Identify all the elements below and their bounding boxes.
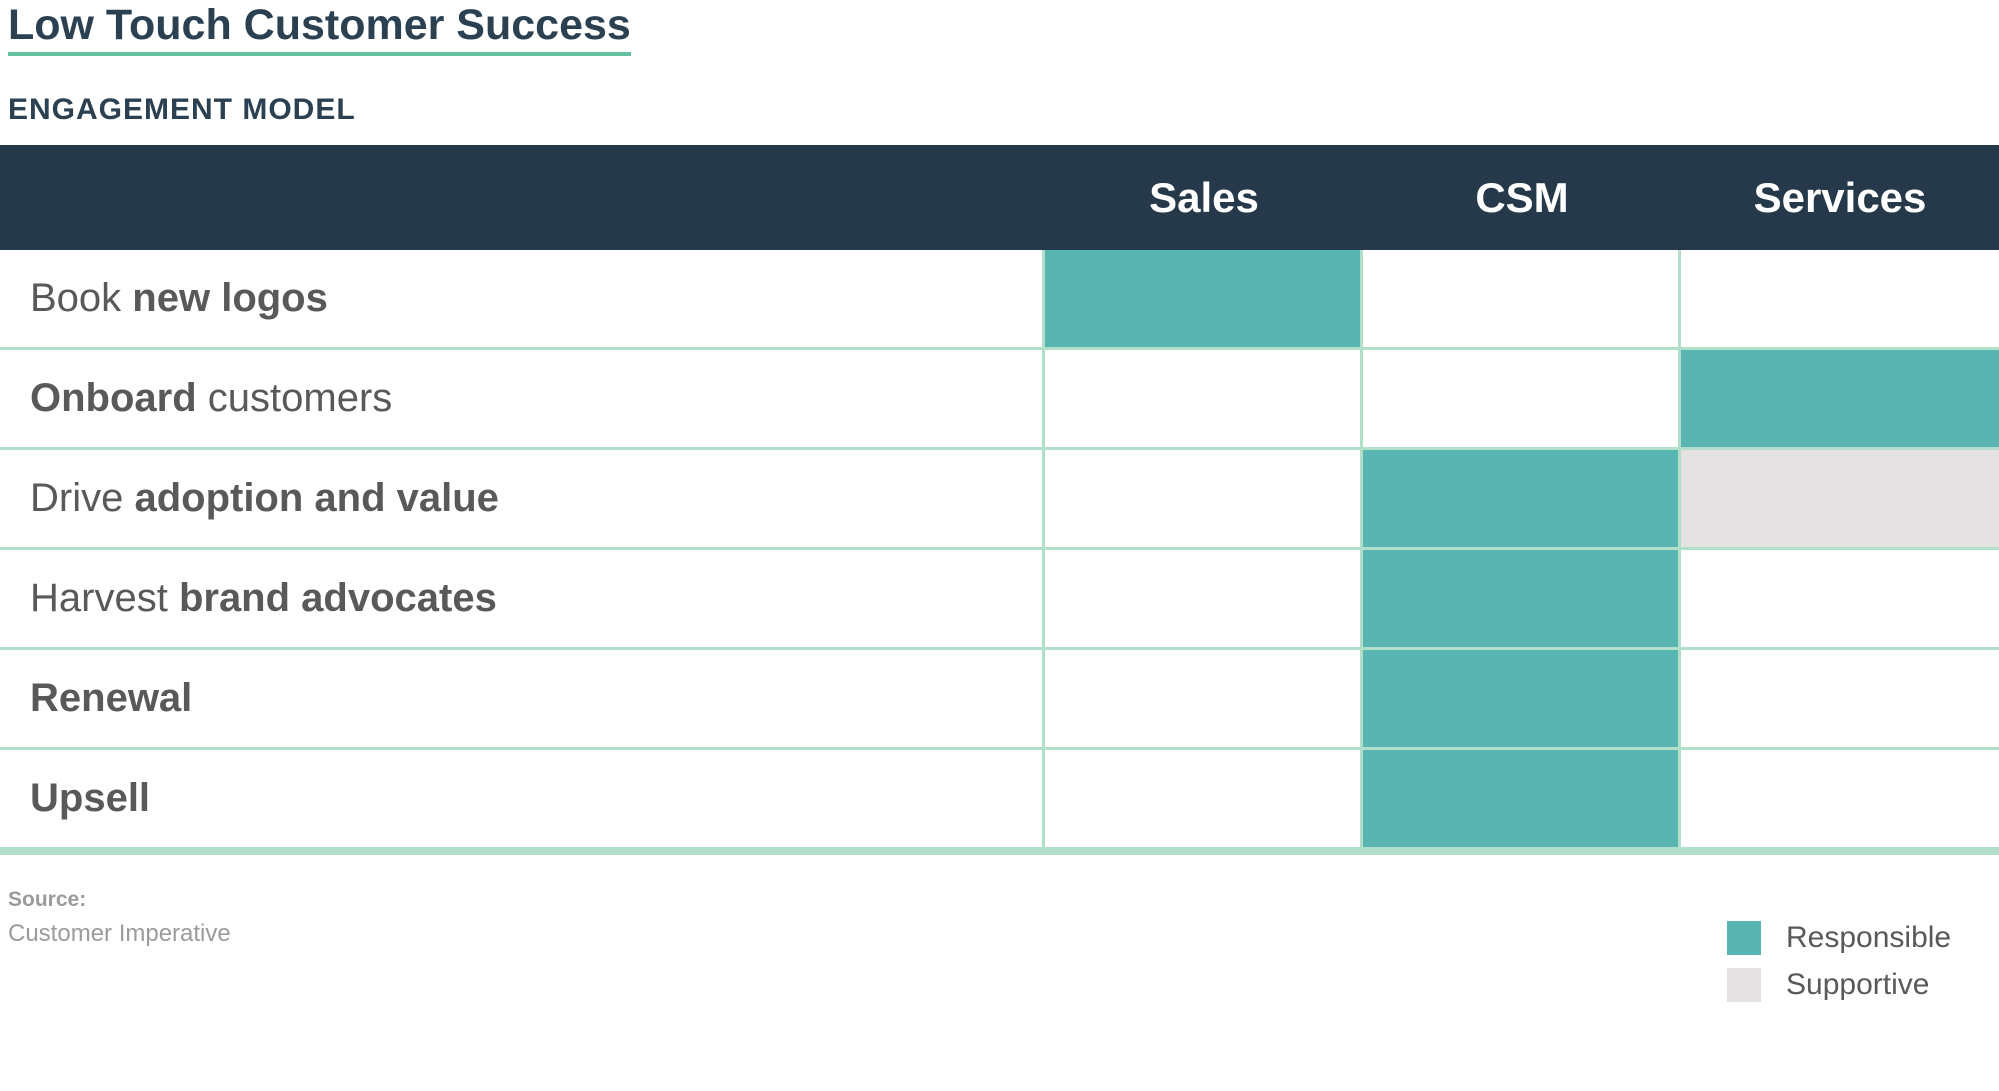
legend-label: Responsible xyxy=(1786,921,1952,954)
engagement-matrix: Sales CSM Services Book new logos Onboar… xyxy=(0,145,1999,855)
matrix-cell xyxy=(1681,750,1999,847)
source-value: Customer Imperative xyxy=(8,920,231,947)
legend-label: Supportive xyxy=(1786,968,1930,1001)
page-title: Low Touch Customer Success xyxy=(8,4,631,56)
row-label-part: adoption and value xyxy=(134,476,499,520)
row-label-harvest-brand-advocates: Harvest brand advocates xyxy=(0,550,1042,647)
row-label-part: Upsell xyxy=(30,776,151,820)
legend: Responsible Supportive xyxy=(1727,921,1951,1002)
matrix-cell xyxy=(1045,450,1360,547)
matrix-cell xyxy=(1045,750,1360,847)
row-label-part: new logos xyxy=(132,276,328,320)
row-label-part: Drive xyxy=(30,476,135,520)
matrix-cell xyxy=(1363,250,1678,347)
matrix-cell xyxy=(1363,650,1678,747)
row-label-part: Onboard xyxy=(30,376,197,420)
matrix-cell xyxy=(1681,650,1999,747)
row-label-part: Renewal xyxy=(30,676,193,720)
row-label-part: Book xyxy=(30,276,133,320)
matrix-cell xyxy=(1045,550,1360,647)
column-header-services: Services xyxy=(1753,173,1927,221)
matrix-bottom-border xyxy=(0,847,1999,855)
matrix-cell xyxy=(1363,450,1678,547)
source-label: Source: xyxy=(8,888,87,911)
matrix-cell xyxy=(1363,750,1678,847)
supportive-swatch-icon xyxy=(1727,968,1761,1002)
matrix-cell xyxy=(1681,450,1999,547)
matrix-cell xyxy=(1363,550,1678,647)
row-label-part: Harvest xyxy=(30,576,179,620)
row-label-part: brand advocates xyxy=(178,576,497,620)
matrix-header-row: Sales CSM Services xyxy=(0,145,1999,250)
source-note: Source: Customer Imperative xyxy=(8,888,231,948)
matrix-cell xyxy=(1681,350,1999,447)
legend-item-responsible: Responsible xyxy=(1727,921,1951,955)
row-label-upsell: Upsell xyxy=(0,750,1042,847)
matrix-body: Book new logos Onboard customers Drive a… xyxy=(0,250,1999,847)
column-header-csm: CSM xyxy=(1475,173,1569,221)
matrix-cell xyxy=(1045,350,1360,447)
matrix-cell xyxy=(1045,650,1360,747)
row-label-renewal: Renewal xyxy=(0,650,1042,747)
matrix-cell xyxy=(1681,250,1999,347)
page-subtitle: ENGAGEMENT MODEL xyxy=(8,93,356,126)
legend-item-supportive: Supportive xyxy=(1727,968,1951,1002)
row-label-part: customers xyxy=(196,376,393,420)
column-header-sales: Sales xyxy=(1149,173,1259,221)
row-label-drive-adoption-and-value: Drive adoption and value xyxy=(0,450,1042,547)
matrix-cell xyxy=(1681,550,1999,647)
page-header: Low Touch Customer Success ENGAGEMENT MO… xyxy=(8,4,631,127)
matrix-cell xyxy=(1363,350,1678,447)
responsible-swatch-icon xyxy=(1727,921,1761,955)
row-label-onboard-customers: Onboard customers xyxy=(0,350,1042,447)
matrix-cell xyxy=(1045,250,1360,347)
row-label-book-new-logos: Book new logos xyxy=(0,250,1042,347)
